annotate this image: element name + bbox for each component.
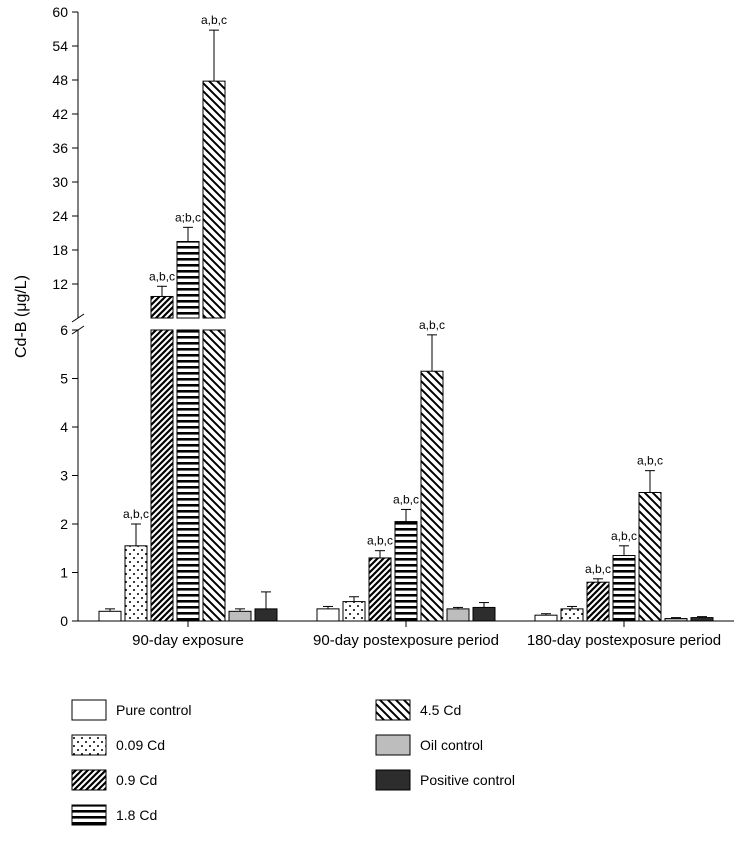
- group-label: 90-day exposure: [132, 632, 244, 649]
- ytick-label: 48: [52, 72, 68, 88]
- legend-swatch: [376, 770, 410, 790]
- ytick-label: 4: [60, 419, 68, 435]
- bar: [343, 602, 365, 621]
- legend-swatch: [72, 805, 106, 825]
- bar: [255, 609, 277, 621]
- legend-label: 0.9 Cd: [116, 772, 157, 788]
- bar: [99, 611, 121, 621]
- bar: [203, 81, 225, 318]
- legend-label: 0.09 Cd: [116, 737, 165, 753]
- significance-annotation: a,b,c: [149, 269, 175, 283]
- bar: [203, 330, 225, 621]
- legend-swatch: [72, 735, 106, 755]
- cd-b-bar-chart: 0123456121824303642485460Cd-B (μg/L)a,b,…: [0, 0, 756, 839]
- bar: [587, 582, 609, 621]
- significance-annotation: a,b,c: [393, 492, 419, 506]
- bar: [229, 611, 251, 621]
- bar: [535, 615, 557, 621]
- ytick-label: 1: [60, 565, 68, 581]
- bar: [177, 330, 199, 621]
- ytick-label: 42: [52, 106, 68, 122]
- significance-annotation: a,b,c: [637, 454, 663, 468]
- significance-annotation: a,b,c: [367, 534, 393, 548]
- significance-annotation: a;b,c: [175, 210, 201, 224]
- significance-annotation: a,b,c: [419, 318, 445, 332]
- legend-swatch: [72, 770, 106, 790]
- bar: [665, 619, 687, 621]
- legend-swatch: [72, 700, 106, 720]
- ytick-label: 2: [60, 516, 68, 532]
- bar: [561, 609, 583, 621]
- bar: [151, 330, 173, 621]
- group-label: 180-day postexposure period: [527, 632, 721, 649]
- significance-annotation: a,b,c: [585, 562, 611, 576]
- ytick-label: 54: [52, 38, 68, 54]
- bar: [151, 296, 173, 318]
- significance-annotation: a,b,c: [123, 507, 149, 521]
- legend-swatch: [376, 735, 410, 755]
- legend-swatch: [376, 700, 410, 720]
- ytick-label: 60: [52, 4, 68, 20]
- significance-annotation: a,b,c: [611, 529, 637, 543]
- legend-label: 4.5 Cd: [420, 702, 461, 718]
- ytick-label: 5: [60, 371, 68, 387]
- y-axis-label: Cd-B (μg/L): [13, 275, 30, 358]
- bar: [447, 609, 469, 621]
- bar: [317, 609, 339, 621]
- ytick-label: 6: [60, 322, 68, 338]
- bar: [691, 618, 713, 621]
- legend-label: Positive control: [420, 772, 515, 788]
- group-label: 90-day postexposure period: [313, 632, 499, 649]
- bar: [177, 242, 199, 319]
- bar: [639, 492, 661, 621]
- legend-label: Oil control: [420, 737, 483, 753]
- ytick-label: 18: [52, 242, 68, 258]
- ytick-label: 30: [52, 174, 68, 190]
- bar: [125, 546, 147, 621]
- bar: [613, 556, 635, 621]
- legend-label: 1.8 Cd: [116, 807, 157, 823]
- ytick-label: 3: [60, 468, 68, 484]
- bar: [473, 607, 495, 621]
- bar: [421, 371, 443, 621]
- bar: [395, 522, 417, 621]
- legend-label: Pure control: [116, 702, 191, 718]
- ytick-label: 12: [52, 276, 68, 292]
- significance-annotation: a,b,c: [201, 13, 227, 27]
- ytick-label: 0: [60, 613, 68, 629]
- bar: [369, 558, 391, 621]
- ytick-label: 36: [52, 140, 68, 156]
- ytick-label: 24: [52, 208, 68, 224]
